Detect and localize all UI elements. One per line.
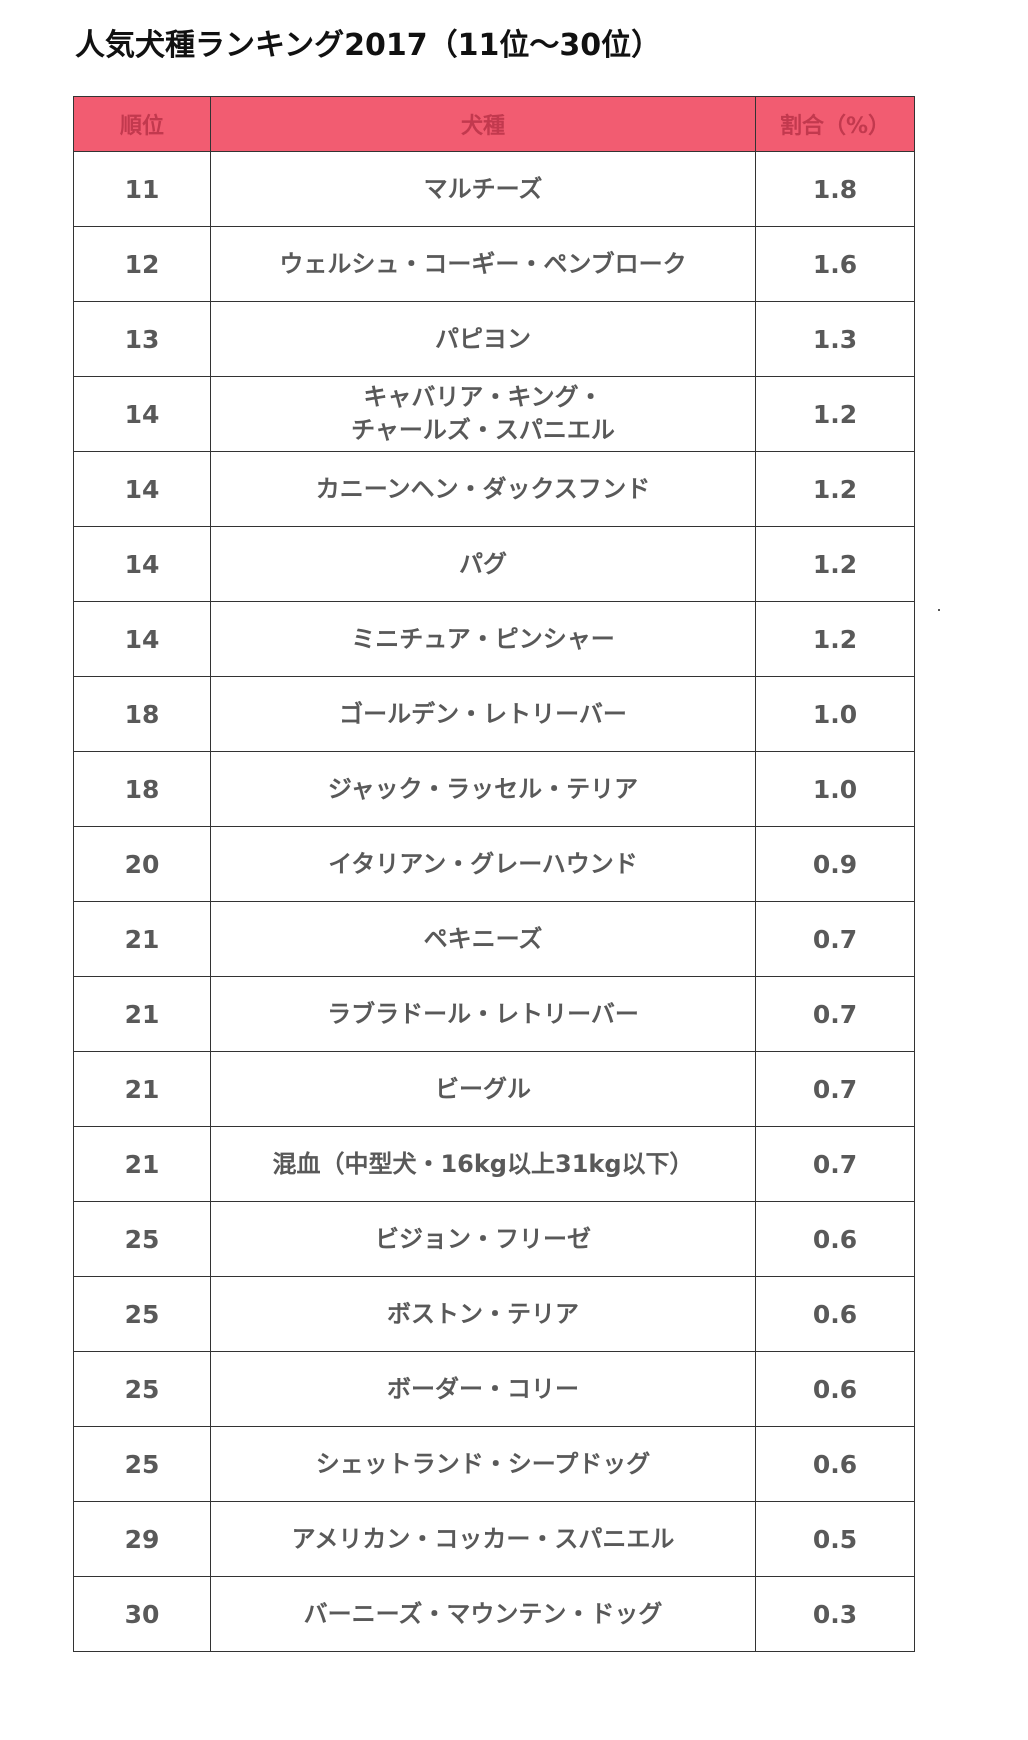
ratio-cell: 0.6: [755, 1426, 915, 1502]
table-row: 18 ゴールデン・レトリーバー 1.0: [73, 676, 915, 752]
ratio-cell: 0.7: [755, 901, 915, 977]
table-body: 11 マルチーズ 1.8 12 ウェルシュ・コーギー・ペンブローク 1.6 13 パピヨン 1.…: [73, 151, 915, 1652]
breed-cell: ペキニーズ: [210, 901, 756, 977]
table-row: 29 アメリカン・コッカー・スパニエル 0.5: [73, 1501, 915, 1577]
rank-cell: 25: [73, 1351, 211, 1427]
rank-cell: 21: [73, 1051, 211, 1127]
table-row: 25 ビジョン・フリーゼ 0.6: [73, 1201, 915, 1277]
table-row: 21 ビーグル 0.7: [73, 1051, 915, 1127]
breed-cell: 混血（中型犬・16kg以上31kg以下）: [210, 1126, 756, 1202]
table-header-row: 順位 犬種 割合（%）: [73, 96, 915, 152]
ratio-cell: 1.2: [755, 526, 915, 602]
table-row: 14 カニーンヘン・ダックスフンド 1.2: [73, 451, 915, 527]
ratio-cell: 1.2: [755, 376, 915, 452]
table-row: 14 パグ 1.2: [73, 526, 915, 602]
ranking-table: 順位 犬種 割合（%） 11 マルチーズ 1.8 12 ウェルシュ・コーギー・ペンブロー…: [73, 96, 915, 1652]
ratio-cell: 0.9: [755, 826, 915, 902]
breed-cell: ジャック・ラッセル・テリア: [210, 751, 756, 827]
column-header-rank: 順位: [73, 96, 211, 152]
rank-cell: 14: [73, 526, 211, 602]
breed-cell: パピヨン: [210, 301, 756, 377]
table-row: 14 キャバリア・キング・ チャールズ・スパニエル 1.2: [73, 376, 915, 452]
rank-cell: 14: [73, 601, 211, 677]
rank-cell: 30: [73, 1576, 211, 1652]
ratio-cell: 1.8: [755, 151, 915, 227]
table-row: 18 ジャック・ラッセル・テリア 1.0: [73, 751, 915, 827]
rank-cell: 12: [73, 226, 211, 302]
page-title: 人気犬種ランキング2017（11位～30位）: [75, 28, 662, 63]
ratio-cell: 0.7: [755, 1051, 915, 1127]
rank-cell: 14: [73, 451, 211, 527]
ratio-cell: 1.3: [755, 301, 915, 377]
rank-cell: 13: [73, 301, 211, 377]
breed-cell: ボーダー・コリー: [210, 1351, 756, 1427]
table-row: 12 ウェルシュ・コーギー・ペンブローク 1.6: [73, 226, 915, 302]
table-row: 25 シェットランド・シープドッグ 0.6: [73, 1426, 915, 1502]
breed-cell: ラブラドール・レトリーバー: [210, 976, 756, 1052]
table-row: 14 ミニチュア・ピンシャー 1.2: [73, 601, 915, 677]
breed-cell: キャバリア・キング・ チャールズ・スパニエル: [210, 376, 756, 452]
breed-cell: イタリアン・グレーハウンド: [210, 826, 756, 902]
breed-cell: ミニチュア・ピンシャー: [210, 601, 756, 677]
rank-cell: 21: [73, 976, 211, 1052]
rank-cell: 25: [73, 1276, 211, 1352]
rank-cell: 29: [73, 1501, 211, 1577]
ratio-cell: 0.5: [755, 1501, 915, 1577]
ratio-cell: 1.2: [755, 601, 915, 677]
rank-cell: 25: [73, 1426, 211, 1502]
breed-cell: ビジョン・フリーゼ: [210, 1201, 756, 1277]
breed-cell: アメリカン・コッカー・スパニエル: [210, 1501, 756, 1577]
ratio-cell: 1.0: [755, 751, 915, 827]
breed-cell: ボストン・テリア: [210, 1276, 756, 1352]
rank-cell: 11: [73, 151, 211, 227]
rank-cell: 14: [73, 376, 211, 452]
breed-cell: マルチーズ: [210, 151, 756, 227]
ratio-cell: 1.2: [755, 451, 915, 527]
table-row: 20 イタリアン・グレーハウンド 0.9: [73, 826, 915, 902]
table-row: 13 パピヨン 1.3: [73, 301, 915, 377]
ratio-cell: 0.7: [755, 976, 915, 1052]
table-row: 25 ボストン・テリア 0.6: [73, 1276, 915, 1352]
ratio-cell: 0.6: [755, 1276, 915, 1352]
breed-cell: バーニーズ・マウンテン・ドッグ: [210, 1576, 756, 1652]
rank-cell: 18: [73, 676, 211, 752]
breed-cell: ビーグル: [210, 1051, 756, 1127]
table-row: 21 ラブラドール・レトリーバー 0.7: [73, 976, 915, 1052]
ratio-cell: 0.7: [755, 1126, 915, 1202]
breed-cell: シェットランド・シープドッグ: [210, 1426, 756, 1502]
ratio-cell: 0.3: [755, 1576, 915, 1652]
table-row: 30 バーニーズ・マウンテン・ドッグ 0.3: [73, 1576, 915, 1652]
table-row: 21 混血（中型犬・16kg以上31kg以下） 0.7: [73, 1126, 915, 1202]
breed-cell: パグ: [210, 526, 756, 602]
column-header-ratio: 割合（%）: [755, 96, 915, 152]
breed-cell: ウェルシュ・コーギー・ペンブローク: [210, 226, 756, 302]
rank-cell: 25: [73, 1201, 211, 1277]
ratio-cell: 1.0: [755, 676, 915, 752]
table-row: 11 マルチーズ 1.8: [73, 151, 915, 227]
table-row: 21 ペキニーズ 0.7: [73, 901, 915, 977]
breed-cell: カニーンヘン・ダックスフンド: [210, 451, 756, 527]
stray-dot: [938, 609, 940, 611]
breed-cell: ゴールデン・レトリーバー: [210, 676, 756, 752]
rank-cell: 21: [73, 901, 211, 977]
rank-cell: 21: [73, 1126, 211, 1202]
ratio-cell: 0.6: [755, 1201, 915, 1277]
ratio-cell: 0.6: [755, 1351, 915, 1427]
table-row: 25 ボーダー・コリー 0.6: [73, 1351, 915, 1427]
rank-cell: 18: [73, 751, 211, 827]
rank-cell: 20: [73, 826, 211, 902]
column-header-breed: 犬種: [210, 96, 756, 152]
ratio-cell: 1.6: [755, 226, 915, 302]
